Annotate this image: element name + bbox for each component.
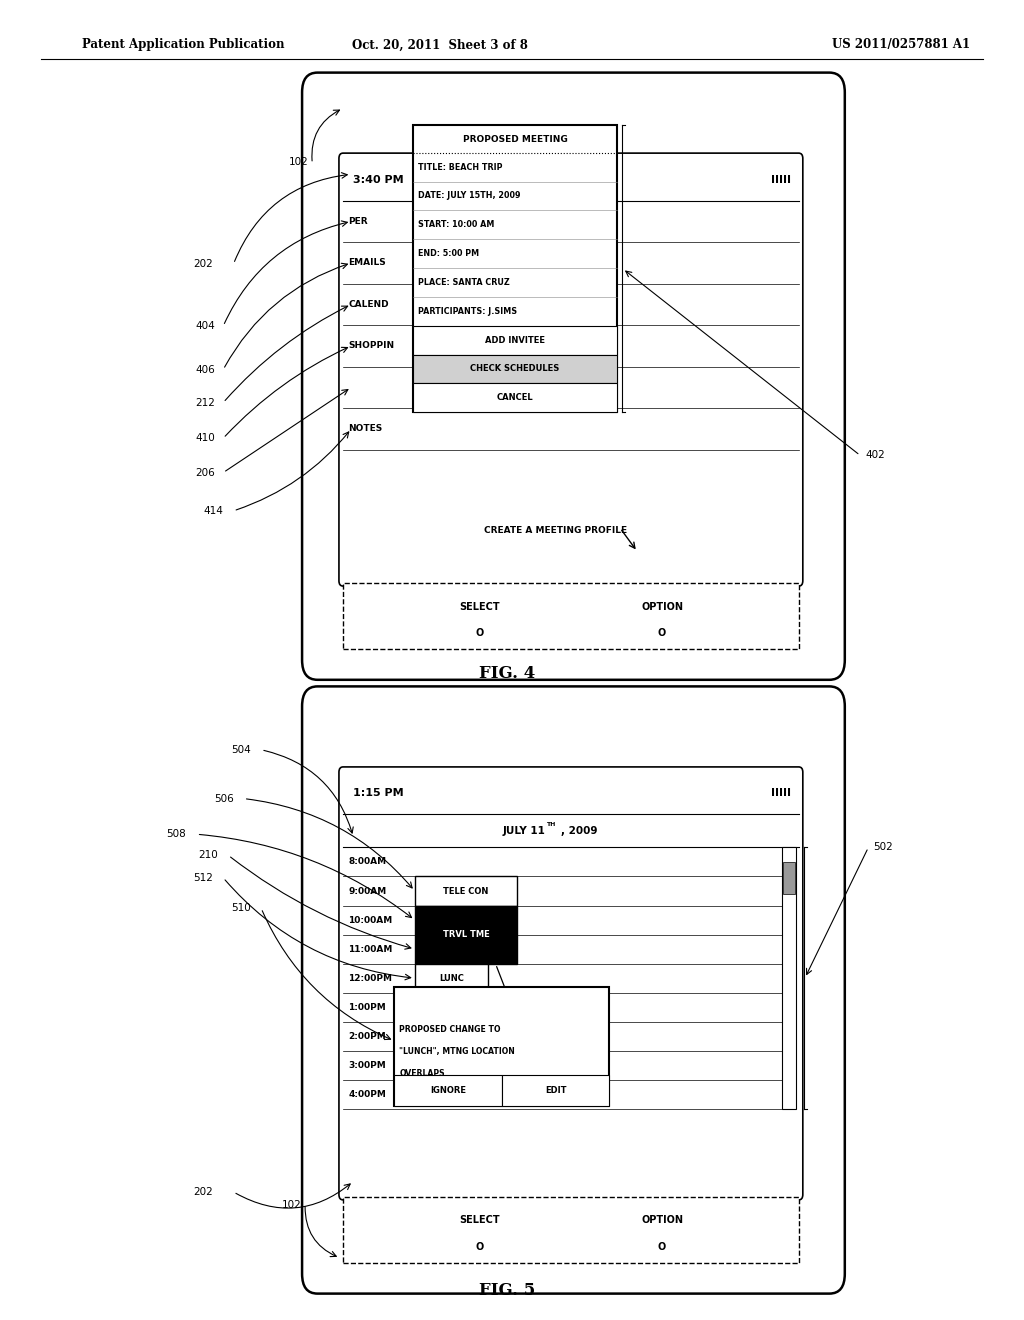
Text: TELE CON: TELE CON (443, 887, 488, 895)
Text: 8:00AM: 8:00AM (348, 858, 386, 866)
Bar (413, 326, 617, 355)
Bar (413, 383, 617, 412)
Text: IGNORE: IGNORE (430, 1086, 466, 1096)
Text: 11:00AM: 11:00AM (348, 945, 392, 953)
Text: 2:00PM: 2:00PM (348, 1032, 386, 1040)
Text: 202: 202 (193, 1187, 213, 1197)
Text: Patent Application Publication: Patent Application Publication (82, 38, 285, 51)
Text: O: O (657, 628, 667, 638)
Text: CHECK SCHEDULES: CHECK SCHEDULES (470, 364, 560, 374)
Text: OVERLAPS: OVERLAPS (399, 1069, 445, 1077)
Bar (394, 1076, 502, 1106)
Text: 504: 504 (231, 744, 251, 755)
Text: O: O (475, 628, 484, 638)
Bar (413, 125, 617, 412)
Text: 406: 406 (196, 364, 215, 375)
Text: LUNC: LUNC (439, 974, 464, 982)
Text: 202: 202 (193, 259, 213, 269)
Text: TRVL TIME & PREV MTNG: TRVL TIME & PREV MTNG (399, 1090, 510, 1100)
FancyBboxPatch shape (339, 153, 803, 586)
Text: CREATE A MEETING PROFILE: CREATE A MEETING PROFILE (484, 527, 627, 535)
Text: 1:15 PM: 1:15 PM (353, 788, 403, 799)
Text: 4:00PM: 4:00PM (348, 1090, 386, 1098)
Bar (413, 355, 617, 383)
Bar (502, 1076, 609, 1106)
Text: 508: 508 (167, 829, 186, 840)
Text: 1:00PM: 1:00PM (348, 1003, 386, 1011)
Text: 404: 404 (196, 321, 215, 331)
Text: 3:40 PM: 3:40 PM (353, 174, 403, 185)
Text: START: 10:00 AM: START: 10:00 AM (418, 220, 495, 230)
Text: ADD INVITEE: ADD INVITEE (485, 335, 545, 345)
Text: 414: 414 (204, 506, 223, 516)
FancyBboxPatch shape (302, 73, 845, 680)
Text: SELECT: SELECT (460, 1216, 500, 1225)
Text: FIG. 5: FIG. 5 (479, 1283, 535, 1299)
FancyBboxPatch shape (302, 686, 845, 1294)
Text: NOTES: NOTES (348, 424, 382, 433)
Text: 502: 502 (873, 842, 893, 853)
Bar (415, 964, 488, 993)
Text: 210: 210 (199, 850, 218, 861)
Text: PROPOSED CHANGE TO: PROPOSED CHANGE TO (399, 1024, 501, 1034)
Text: PLACE: SANTA CRUZ: PLACE: SANTA CRUZ (418, 279, 510, 288)
Text: 402: 402 (865, 450, 885, 461)
Bar (782, 847, 796, 1109)
Text: TITLE: BEACH TRIP: TITLE: BEACH TRIP (418, 162, 503, 172)
Text: EMAILS: EMAILS (348, 259, 386, 268)
Bar (415, 906, 517, 964)
Text: "LUNCH", MTNG LOCATION: "LUNCH", MTNG LOCATION (399, 1047, 515, 1056)
Bar (394, 987, 609, 1106)
Bar (343, 1197, 799, 1263)
Text: CALEND: CALEND (348, 300, 389, 309)
Text: 506: 506 (214, 793, 233, 804)
Text: TH: TH (547, 822, 556, 826)
Text: Oct. 20, 2011  Sheet 3 of 8: Oct. 20, 2011 Sheet 3 of 8 (352, 38, 528, 51)
Text: 212: 212 (196, 397, 215, 408)
Text: 510: 510 (231, 903, 251, 913)
Text: OPTION: OPTION (641, 602, 683, 611)
Text: 102: 102 (289, 157, 309, 168)
Text: OPTION: OPTION (641, 1216, 683, 1225)
Text: 9:00AM: 9:00AM (348, 887, 386, 895)
Text: CANCEL: CANCEL (497, 393, 534, 403)
Text: TRVL TME: TRVL TME (442, 931, 489, 939)
Text: SHOPPIN: SHOPPIN (348, 342, 394, 350)
Text: 410: 410 (196, 433, 215, 444)
Text: END: 5:00 PM: END: 5:00 PM (418, 249, 479, 259)
Text: FIG. 4: FIG. 4 (479, 665, 535, 681)
Text: 102: 102 (282, 1200, 302, 1210)
Text: IIIII: IIIII (770, 174, 791, 185)
Text: PER: PER (348, 216, 368, 226)
Text: 10:00AM: 10:00AM (348, 916, 392, 924)
Text: , 2009: , 2009 (561, 826, 597, 836)
Text: PROPOSED MEETING: PROPOSED MEETING (463, 135, 567, 144)
Bar (783, 862, 795, 894)
Text: IIIII: IIIII (770, 788, 791, 799)
Text: EDIT: EDIT (545, 1086, 566, 1096)
Text: O: O (657, 1242, 667, 1251)
Text: DATE: JULY 15TH, 2009: DATE: JULY 15TH, 2009 (418, 191, 520, 201)
FancyBboxPatch shape (339, 767, 803, 1200)
Text: 3:00PM: 3:00PM (348, 1061, 386, 1069)
Bar (343, 583, 799, 649)
Text: O: O (475, 1242, 484, 1251)
Bar (415, 876, 517, 906)
Text: SELECT: SELECT (460, 602, 500, 611)
Text: PARTICIPANTS: J.SIMS: PARTICIPANTS: J.SIMS (418, 308, 517, 315)
Text: 12:00PM: 12:00PM (348, 974, 392, 982)
Text: US 2011/0257881 A1: US 2011/0257881 A1 (833, 38, 970, 51)
Text: 512: 512 (194, 873, 213, 883)
Text: 206: 206 (196, 467, 215, 478)
Text: JULY 11: JULY 11 (503, 826, 545, 836)
